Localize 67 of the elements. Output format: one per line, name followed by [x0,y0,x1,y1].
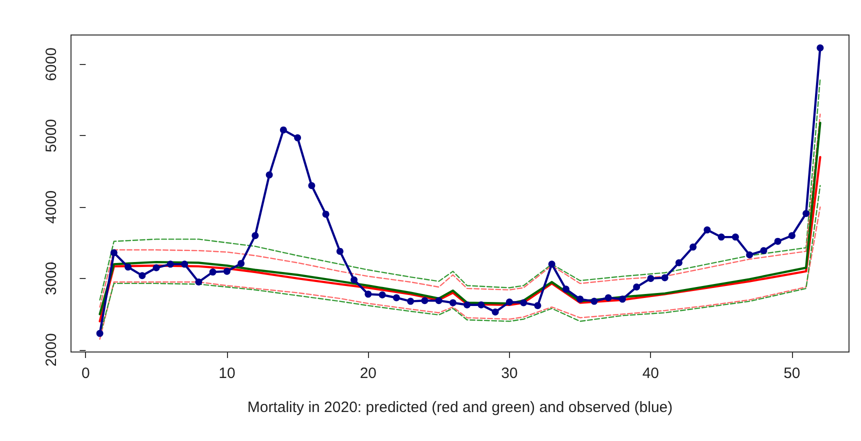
point [294,134,302,142]
point [378,291,386,298]
x-tick-label: 30 [501,365,518,382]
point [718,234,725,241]
point [392,294,400,302]
x-tick-label: 20 [360,365,377,382]
point [421,297,428,304]
point [732,234,739,241]
point [350,276,358,284]
point [252,232,259,240]
y-tick-label: 2000 [43,333,60,367]
point [746,251,754,258]
point [195,278,202,286]
point [788,232,796,240]
point [209,268,216,276]
point [774,238,782,245]
point [238,260,245,267]
point [364,290,372,298]
point [816,44,824,52]
point [138,272,146,280]
point [661,274,668,282]
point [704,226,711,234]
point [124,264,132,271]
x-tick-label: 40 [642,365,660,382]
point [449,299,456,306]
point [690,244,697,251]
y-tick-label: 4000 [43,190,60,224]
point [647,274,654,282]
point [548,260,556,268]
point [604,294,612,302]
point [633,284,640,291]
point [266,171,273,178]
x-axis-title: Mortality in 2020: predicted (red and green) and observed (blue) [247,399,673,416]
point [96,330,104,337]
point [760,247,768,254]
line-series [99,78,821,300]
y-tick-label: 3000 [43,262,60,296]
x-tick-label: 0 [82,365,90,382]
point [407,298,414,305]
x-tick-label: 50 [784,365,800,382]
line-series [98,156,822,322]
point [562,286,570,293]
point [675,259,682,266]
y-tick-label: 6000 [43,48,60,81]
point [534,302,542,310]
point [308,182,316,190]
point [336,248,344,255]
point [152,264,160,272]
point [166,260,174,268]
point [322,210,330,218]
point [506,298,513,306]
point [590,298,598,305]
point [464,301,471,308]
point [223,268,230,275]
point [435,297,442,304]
point [520,299,528,306]
y-tick-label: 5000 [43,118,60,152]
point [110,249,118,256]
line-series [99,206,821,340]
point [576,296,584,303]
point [492,308,499,316]
point [478,301,485,308]
point [181,260,188,268]
point [618,296,626,303]
x-tick-label: 10 [218,365,236,382]
point [280,126,287,134]
point [802,210,810,217]
